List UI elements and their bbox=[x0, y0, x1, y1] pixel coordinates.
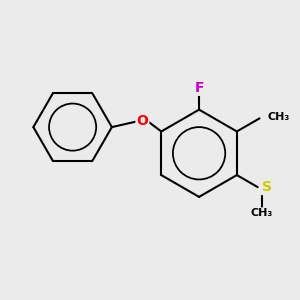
Text: S: S bbox=[262, 180, 272, 194]
Text: CH₃: CH₃ bbox=[267, 112, 290, 122]
Text: CH₃: CH₃ bbox=[251, 208, 273, 218]
Text: F: F bbox=[194, 81, 204, 95]
Text: O: O bbox=[136, 114, 148, 128]
